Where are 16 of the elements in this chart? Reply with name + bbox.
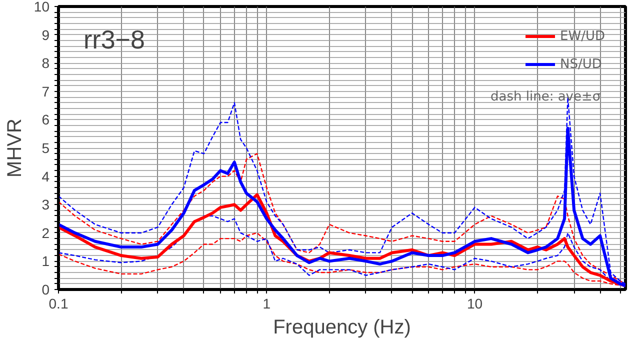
y-tick-label: 1: [42, 253, 50, 270]
x-tick-label: 0.1: [48, 296, 68, 312]
x-tick-label: 10: [466, 296, 483, 312]
x-tick-label: 1: [262, 296, 271, 312]
y-tick-label: 0: [42, 282, 50, 298]
y-tick-label: 5: [42, 140, 50, 156]
y-tick-label: 6: [42, 112, 50, 128]
y-tick-label: 3: [42, 196, 50, 213]
y-tick-label: 7: [42, 83, 50, 100]
x-axis-title: Frequency (Hz): [273, 316, 411, 338]
y-tick-label: 2: [42, 224, 50, 241]
y-tick-label: 10: [34, 0, 50, 14]
y-tick-label: 8: [42, 55, 50, 72]
y-tick-label: 4: [42, 168, 50, 184]
y-tick-label: 9: [42, 26, 50, 43]
y-axis-title: MHVR: [4, 118, 26, 178]
